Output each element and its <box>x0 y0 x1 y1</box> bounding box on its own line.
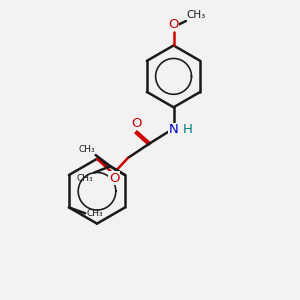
Text: CH₃: CH₃ <box>78 145 95 154</box>
Text: H: H <box>183 124 193 136</box>
Text: O: O <box>168 18 179 31</box>
Text: CH₃: CH₃ <box>86 209 103 218</box>
Text: CH₃: CH₃ <box>76 174 93 183</box>
Text: CH₃: CH₃ <box>187 11 206 20</box>
Text: O: O <box>131 117 141 130</box>
Text: O: O <box>109 172 119 185</box>
Text: N: N <box>169 124 178 136</box>
